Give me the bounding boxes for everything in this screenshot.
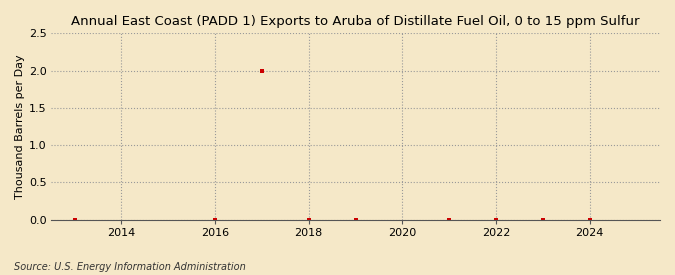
Y-axis label: Thousand Barrels per Day: Thousand Barrels per Day <box>15 54 25 199</box>
Text: Source: U.S. Energy Information Administration: Source: U.S. Energy Information Administ… <box>14 262 245 272</box>
Title: Annual East Coast (PADD 1) Exports to Aruba of Distillate Fuel Oil, 0 to 15 ppm : Annual East Coast (PADD 1) Exports to Ar… <box>72 15 640 28</box>
